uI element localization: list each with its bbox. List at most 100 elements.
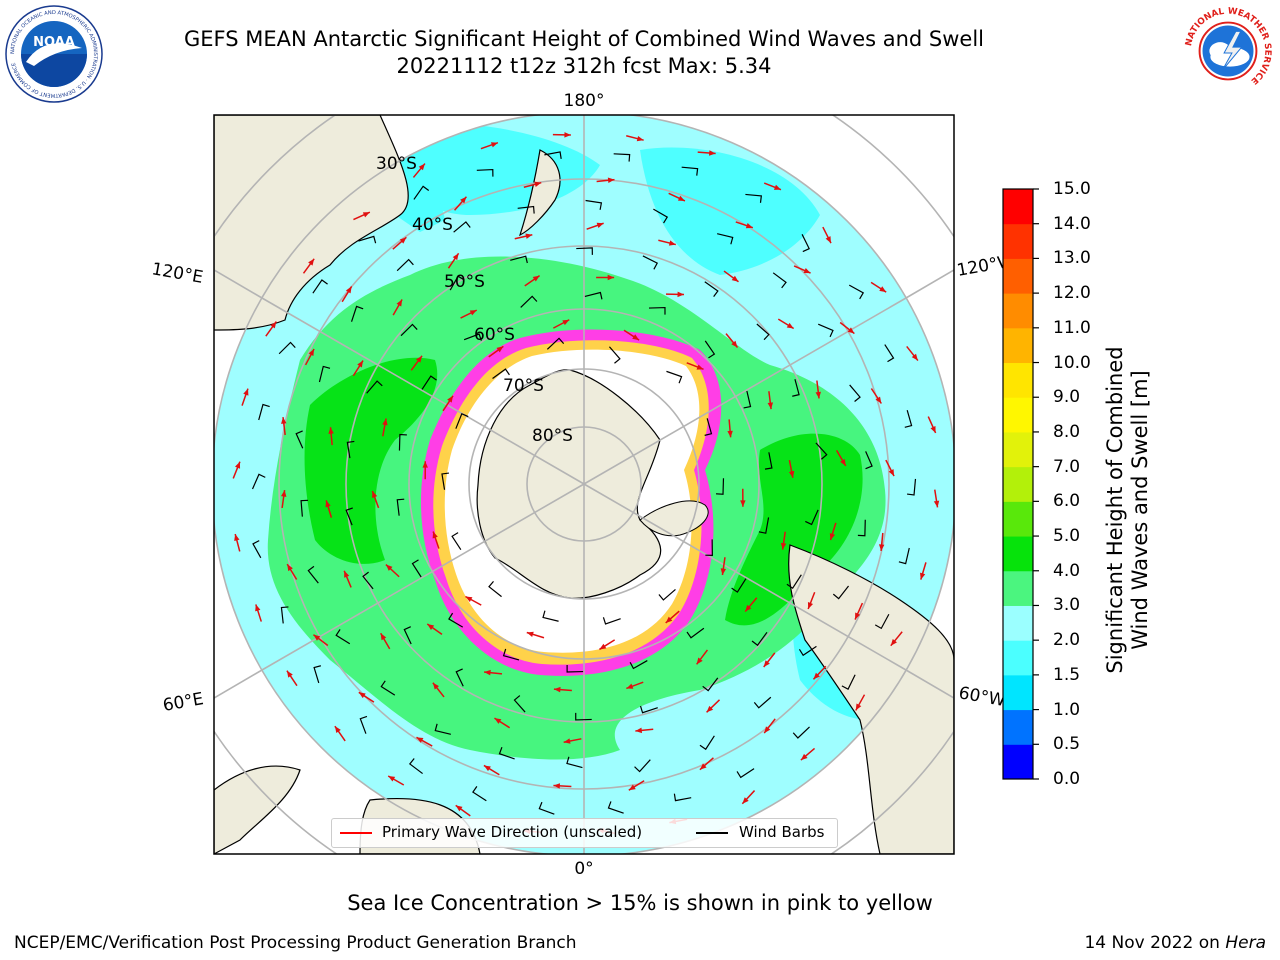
wave-direction-arrowhead	[287, 564, 293, 572]
wave-direction-arrowhead	[564, 132, 571, 138]
lat-label-80s: 80°S	[532, 426, 573, 446]
colorbar-segment	[1003, 431, 1033, 468]
wave-direction-arrowhead	[281, 417, 287, 424]
footer-date: 14 Nov 2022 on Hera	[1084, 933, 1266, 953]
wave-direction-arrowhead	[665, 616, 673, 623]
wave-direction-arrowhead	[764, 726, 771, 734]
chart-subtitle: 20221112 t12z 312h fcst Max: 5.34	[396, 54, 772, 78]
wave-direction-arrowhead	[490, 142, 498, 148]
wave-direction-arrowhead	[308, 349, 315, 356]
colorbar-segment	[1003, 189, 1033, 225]
wave-direction-arrowhead	[334, 726, 341, 733]
noaa-logo: NATIONAL OCEANIC AND ATMOSPHERIC ADMINIS…	[5, 5, 103, 103]
map-legend: Primary Wave Direction (unscaled) Wind B…	[331, 818, 838, 848]
wave-direction-arrowhead	[416, 737, 424, 743]
chart-title: GEFS MEAN Antarctic Significant Height o…	[183, 27, 985, 51]
wind-barb	[849, 384, 861, 402]
wave-direction-arrowhead	[432, 682, 440, 690]
wave-direction-arrowhead	[484, 669, 491, 676]
wave-direction-arrowhead	[696, 657, 703, 665]
wind-barb	[576, 247, 593, 255]
wave-direction-arrowhead	[855, 703, 862, 711]
wind-barb	[510, 255, 528, 264]
wind-barb	[434, 723, 451, 735]
wind-barb	[736, 768, 755, 779]
wind-barb	[848, 284, 865, 300]
colorbar-segment	[1003, 605, 1033, 641]
wind-barb	[313, 665, 322, 684]
wave-direction-arrowhead	[270, 321, 277, 329]
wind-barb	[538, 801, 555, 815]
colorbar	[1002, 188, 1039, 780]
wave-direction-arrowhead	[415, 355, 423, 363]
wind-barb	[546, 337, 565, 350]
wind-barb	[904, 410, 913, 428]
wind-barb	[705, 539, 713, 556]
south-america-landmass	[788, 544, 954, 854]
wave-direction-arrowhead	[731, 275, 739, 282]
wind-barb	[566, 665, 584, 673]
wind-barb	[642, 255, 659, 270]
wave-direction-arrowhead	[399, 237, 407, 244]
wind-barb	[792, 726, 810, 739]
colorbar-tick-label: 0.0	[1053, 769, 1081, 789]
colorbar-segment	[1003, 640, 1033, 676]
lat-label-70s: 70°S	[503, 376, 544, 396]
wave-direction-arrowhead	[255, 604, 261, 612]
colorbar-tick-label: 15.0	[1053, 179, 1091, 199]
wave-direction-arrowhead	[706, 705, 714, 713]
wave-direction-arrowhead	[879, 286, 887, 293]
wind-barb	[634, 759, 651, 773]
wind-barb	[841, 674, 856, 690]
vector-field	[232, 132, 940, 835]
wind-barb	[751, 631, 768, 647]
wind-barb	[648, 306, 666, 315]
map-frame	[213, 114, 955, 855]
graticule	[214, 115, 954, 854]
colorbar-tick-label: 4.0	[1053, 560, 1081, 581]
wind-barb	[411, 559, 422, 578]
wind-barb	[366, 380, 383, 394]
australia-landmass	[214, 115, 409, 331]
wind-barb	[346, 440, 355, 459]
wind-barb	[686, 627, 705, 639]
wind-barb	[702, 677, 719, 692]
wind-barb	[653, 208, 669, 224]
wind-barb	[520, 295, 538, 308]
wind-barb	[451, 532, 462, 551]
wind-barb	[350, 305, 364, 322]
wave-direction-arrowhead	[418, 163, 425, 171]
wind-barb	[743, 390, 752, 409]
wave-direction-arrowhead	[807, 602, 814, 610]
colorbar-segment	[1003, 744, 1033, 780]
wave-direction-arrowhead	[532, 275, 540, 282]
wave-direction-arrowhead	[345, 286, 352, 294]
wave-direction-arrowhead	[607, 177, 615, 183]
wind-barb	[455, 668, 464, 687]
wave-direction-arrowhead	[920, 572, 926, 580]
wind-barb	[252, 540, 262, 559]
wave-direction-arrowhead	[878, 544, 885, 551]
wave-direction-arrowhead	[636, 135, 644, 142]
colorbar-tick-label: 12.0	[1053, 283, 1091, 304]
wave-direction-arrowhead	[344, 570, 350, 578]
colorbar-tick-label: 5.0	[1053, 526, 1081, 547]
wave-direction-arrowhead	[668, 240, 676, 246]
wave-direction-arrowhead	[234, 534, 240, 541]
colorbar-segment	[1003, 397, 1033, 433]
lon-label-60w: 60°W	[957, 683, 1007, 711]
wave-direction-arrowhead	[460, 196, 467, 204]
wind-barb	[753, 696, 772, 709]
wind-barb	[798, 645, 817, 657]
colorbar-tick-label: 8.0	[1053, 421, 1081, 442]
wave-direction-arrowhead	[382, 418, 388, 426]
wind-barb	[542, 610, 559, 622]
new-zealand-landmass	[518, 149, 561, 237]
wind-barb	[421, 375, 437, 390]
wind-barb	[607, 801, 624, 814]
wave-direction-arrowhead	[699, 763, 707, 770]
wind-barb	[584, 291, 603, 300]
wind-barb	[658, 589, 676, 601]
wave-direction-arrowhead	[767, 402, 774, 410]
wave-direction-arrowhead	[780, 542, 787, 550]
